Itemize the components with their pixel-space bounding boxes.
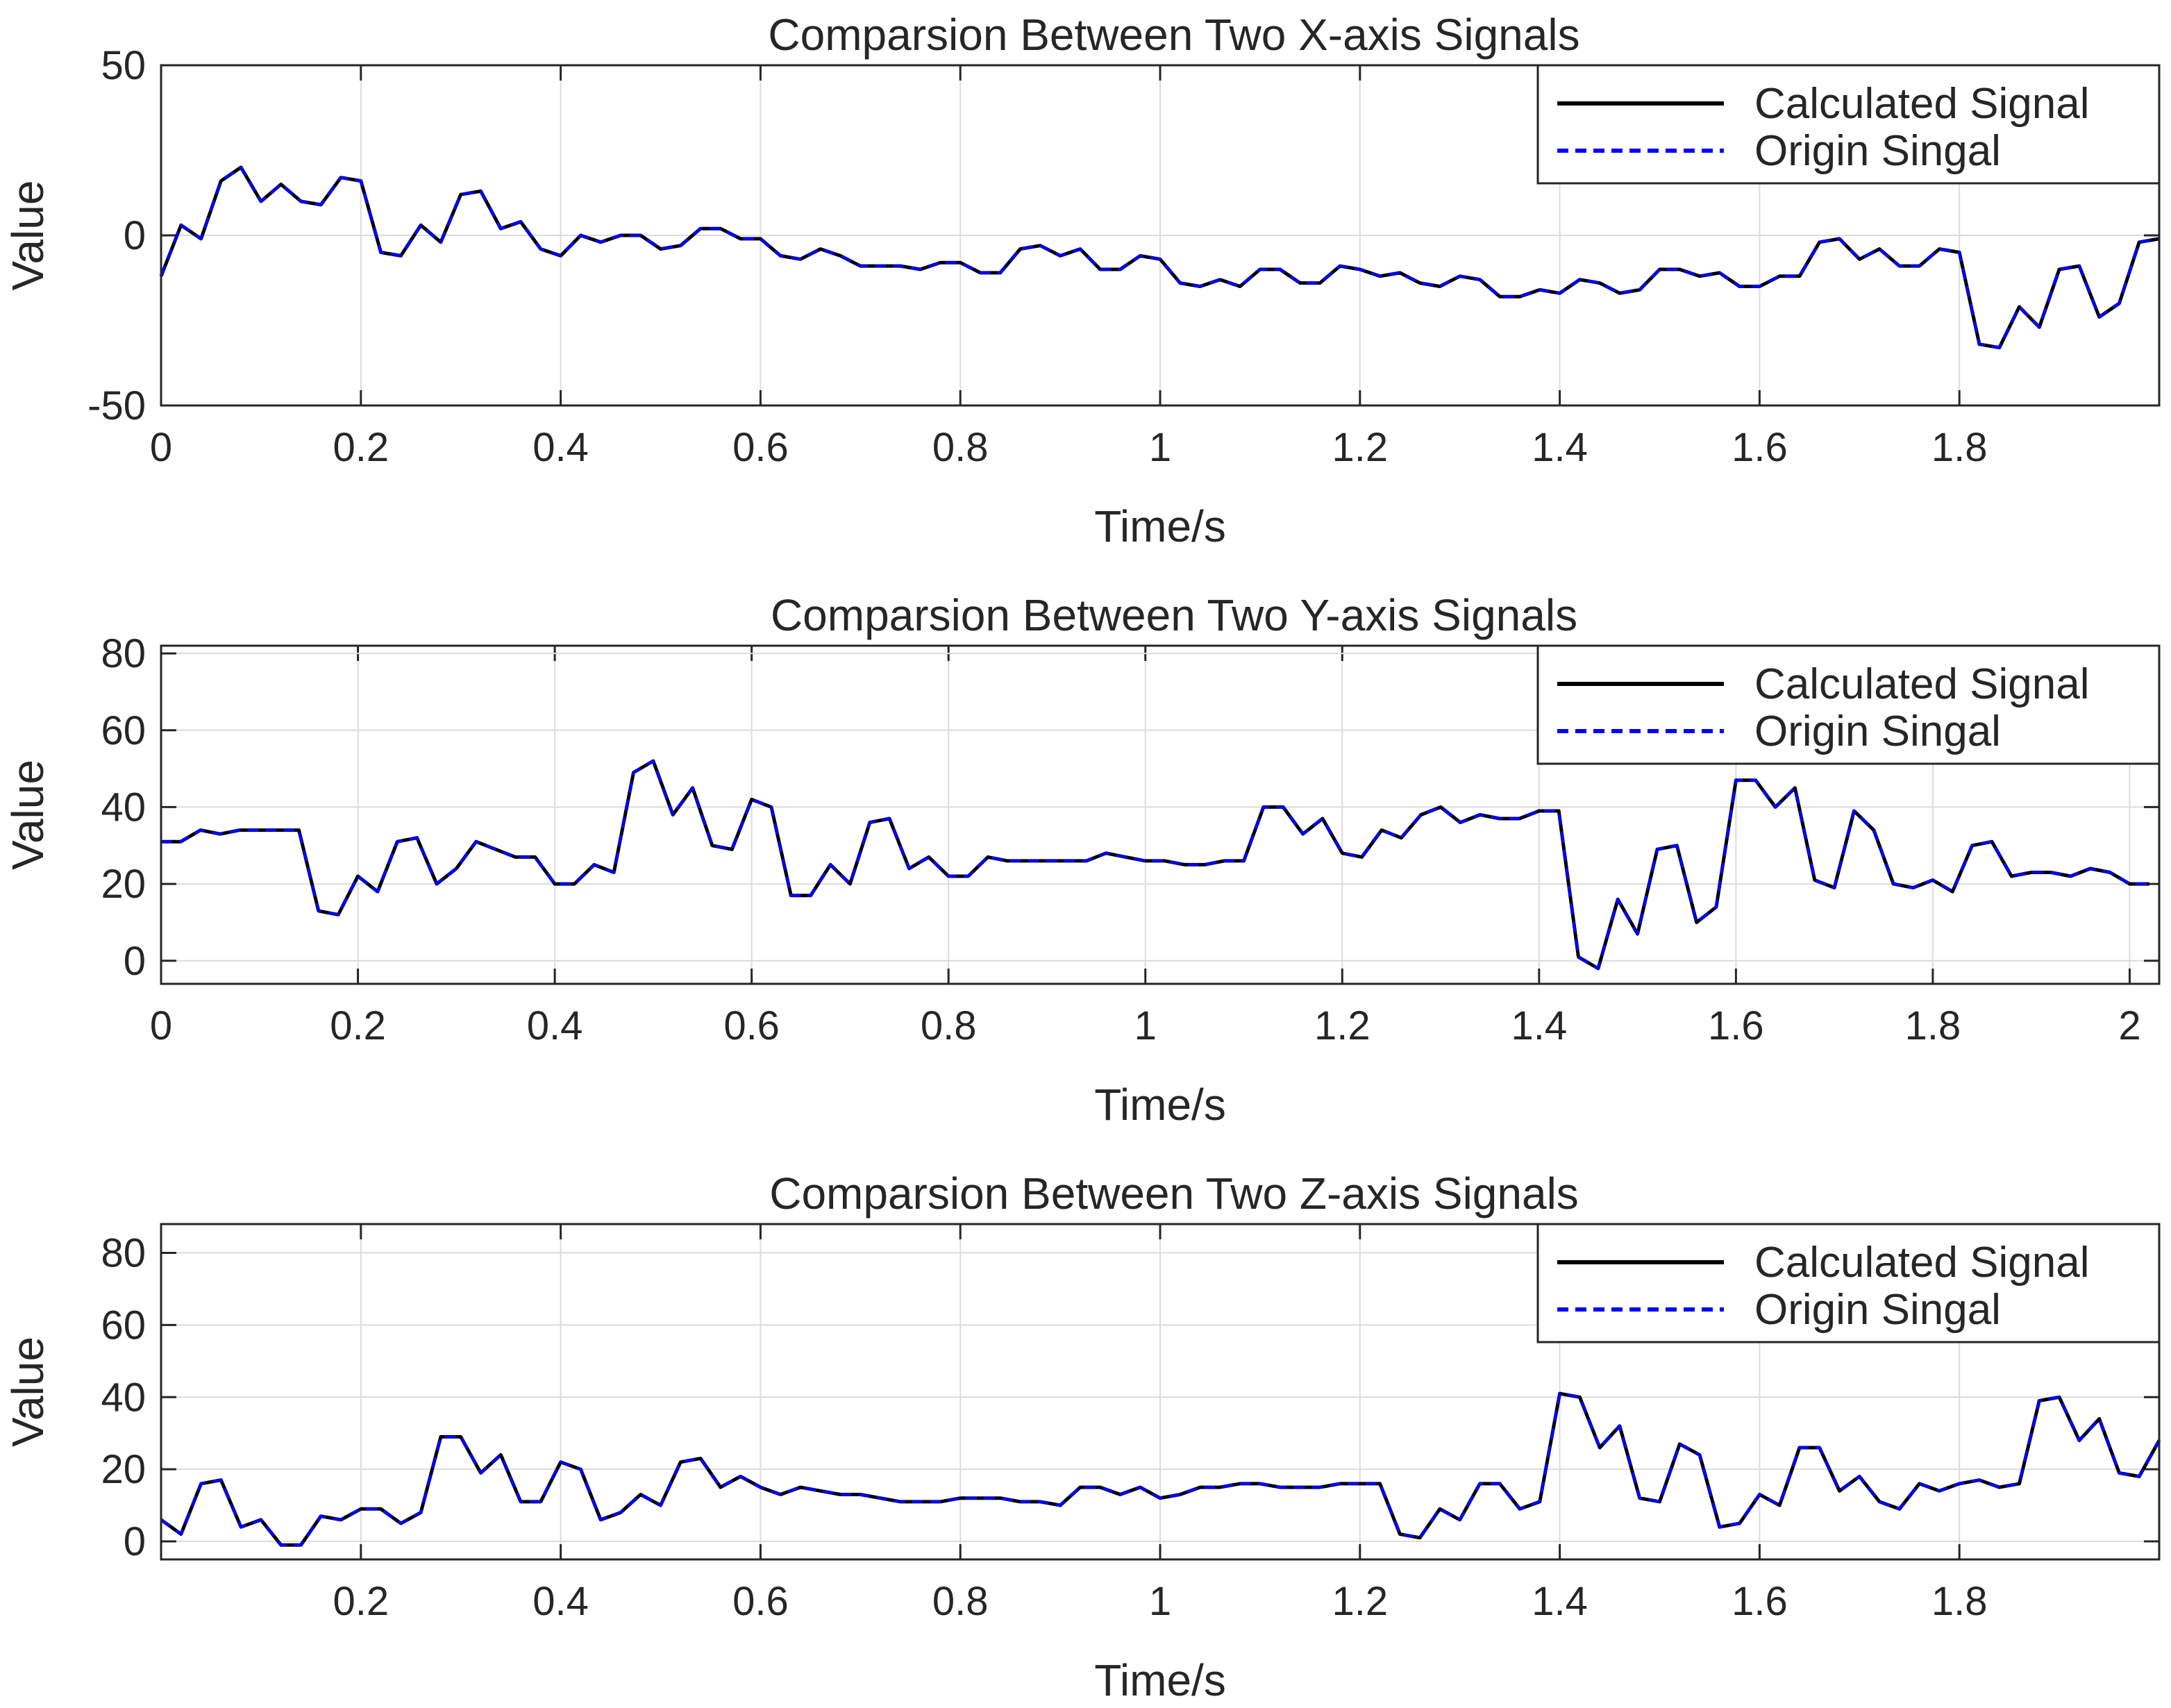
x-tick-label: 1 [1149, 425, 1171, 470]
x-tick-label: 1.6 [1708, 1003, 1764, 1048]
x-tick-label: 0.6 [723, 1003, 780, 1048]
x-tick-label: 1.4 [1511, 1003, 1568, 1048]
y-tick-label: 40 [101, 785, 146, 830]
x-tick-label: 2 [2118, 1003, 2140, 1048]
y-tick-label: 80 [101, 1231, 146, 1276]
y-axis-label: Value [3, 1337, 53, 1447]
x-tick-label: 0.4 [533, 425, 589, 470]
plot-frame [160, 1223, 2161, 1561]
y-tick-label: 0 [124, 213, 146, 258]
x-tick-label: 0.4 [527, 1003, 583, 1048]
y-axis-label: Value [3, 760, 53, 870]
x-tick-label: 0 [150, 1003, 172, 1048]
y-tick-label: 60 [101, 1303, 146, 1348]
y-tick-label: 0 [124, 939, 146, 984]
origin-signal-line [161, 760, 2149, 970]
x-tick-label: 1.2 [1332, 425, 1388, 470]
x-tick-label: 1.4 [1532, 425, 1588, 470]
x-tick-label: 0.2 [330, 1003, 386, 1048]
x-tick-label: 1.2 [1314, 1003, 1371, 1048]
legend-box [1536, 64, 2161, 185]
x-tick-label: 1.2 [1332, 1579, 1388, 1624]
plot-frame [160, 644, 2161, 985]
y-tick-label: -50 [87, 383, 146, 428]
x-tick-label: 1.4 [1532, 1579, 1588, 1624]
x-tick-label: 0.6 [732, 1579, 789, 1624]
x-axis-label: Time/s [1094, 501, 1226, 551]
x-tick-label: 0.8 [921, 1003, 977, 1048]
legend-label-origin: Origin Singal [1754, 127, 2001, 175]
x-tick-label: 0.8 [932, 1579, 989, 1624]
y-tick-label: 40 [101, 1375, 146, 1420]
legend-box [1536, 644, 2161, 765]
plot-frame [160, 64, 2161, 407]
x-tick-label: 1.8 [1905, 1003, 1961, 1048]
y-tick-label: 80 [101, 631, 146, 676]
x-tick-label: 0.4 [533, 1579, 589, 1624]
legend-box [1536, 1223, 2161, 1343]
x-tick-label: 0.2 [333, 1579, 389, 1624]
y-tick-label: 20 [101, 862, 146, 907]
x-tick-label: 1.8 [1931, 425, 1988, 470]
x-tick-label: 1.6 [1732, 425, 1788, 470]
origin-signal-line [160, 166, 2160, 349]
y-axis-label: Value [3, 181, 53, 291]
legend-label-calculated: Calculated Signal [1754, 80, 2090, 128]
y-tick-label: 20 [101, 1447, 146, 1492]
chart-panel-2: 0 0.2 0.4 0.6 0.8 1 1.2 1.4 1.6 1.8 2020406080Comp… [3, 590, 2161, 1130]
chart-title: Comparsion Between Two X-axis Signals [768, 10, 1579, 60]
x-tick-label: 1 [1149, 1579, 1171, 1624]
chart-panel-1: 0 0.2 0.4 0.6 0.8 1 1.2 1.4 1.6 1.8-50050Comparsi… [3, 10, 2161, 551]
x-tick-label: 0.6 [732, 425, 789, 470]
x-axis-label: Time/s [1094, 1080, 1226, 1130]
chart-panel-3: 0.2 0.4 0.6 0.8 1 1.2 1.4 1.6 1.8 0 20 40 60 80 Compar… [3, 1169, 2161, 1705]
legend-label-origin: Origin Singal [1754, 1286, 2001, 1334]
x-tick-label: 1.8 [1931, 1579, 1988, 1624]
legend-label-origin: Origin Singal [1754, 708, 2001, 755]
origin-signal-line [160, 1392, 2161, 1547]
chart-title: Comparsion Between Two Z-axis Signals [769, 1169, 1579, 1219]
x-tick-label: 0.2 [333, 425, 389, 470]
x-tick-label: 1.6 [1732, 1579, 1788, 1624]
legend-label-calculated: Calculated Signal [1754, 1239, 2090, 1287]
chart-title: Comparsion Between Two Y-axis Signals [771, 590, 1577, 640]
y-tick-label: 0 [124, 1519, 146, 1564]
legend-label-calculated: Calculated Signal [1754, 660, 2090, 708]
x-axis-label: Time/s [1094, 1655, 1226, 1705]
y-tick-label: 60 [101, 708, 146, 753]
x-tick-label: 0.8 [932, 425, 989, 470]
x-tick-label: 0 [150, 425, 172, 470]
x-tick-label: 1 [1134, 1003, 1157, 1048]
y-tick-label: 50 [101, 43, 146, 88]
